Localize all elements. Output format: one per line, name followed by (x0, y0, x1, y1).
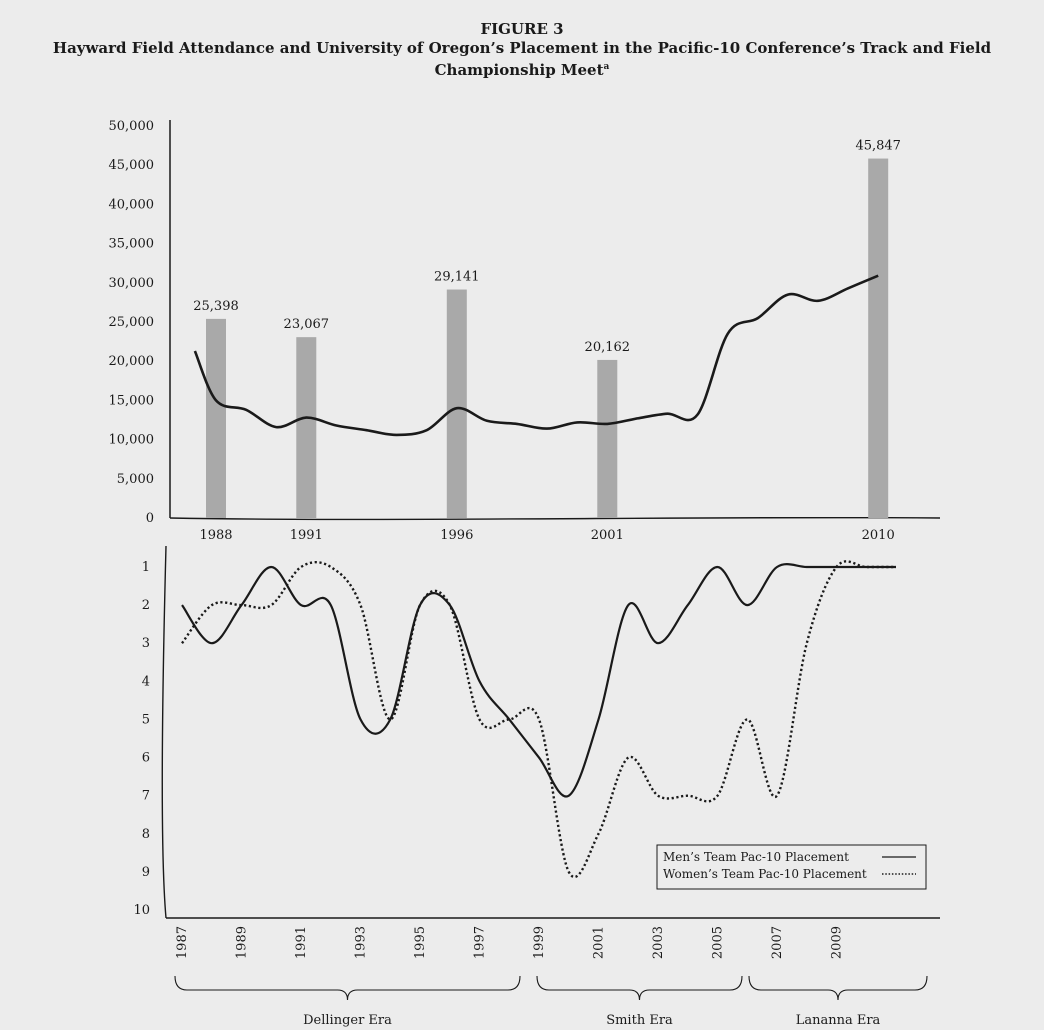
legend-box (656, 844, 927, 890)
y-tick-label: 30,000 (109, 276, 155, 291)
x-tick-label: 1997 (473, 926, 488, 959)
x-axis-attendance (169, 516, 941, 521)
attendance-chart: 0 5,000 10,000 15,000 20,000 25,000 30,000 35,0… (109, 119, 941, 543)
era-brace (536, 975, 743, 1001)
x-tick-label: 1999 (532, 926, 547, 959)
y-tick-label: 2 (142, 598, 150, 613)
y-tick-label: 4 (142, 674, 150, 689)
x-tick-label: 1993 (354, 926, 369, 959)
y-tick-label: 8 (142, 827, 150, 842)
attendance-bar (597, 359, 618, 518)
y-tick-label: 10,000 (109, 433, 155, 448)
bar-data-label: 29,141 (434, 270, 480, 285)
y-tick-label: 5,000 (117, 472, 154, 487)
figure-number: FIGURE 3 (480, 20, 564, 38)
y-tick-label: 1 (142, 560, 150, 575)
y-tick-label: 40,000 (109, 197, 155, 212)
x-tick-label: 1988 (199, 528, 232, 543)
y-axis-placement (161, 545, 167, 919)
y-tick-label: 3 (142, 636, 150, 651)
x-axis-placement (165, 916, 941, 919)
y-tick-label: 35,000 (109, 237, 155, 252)
placement-chart: 1 2 3 4 5 6 7 8 9 10 1987 1989 1991 1993 1995 1997 1999 2… (133, 545, 941, 1028)
x-tick-label: 1987 (175, 926, 190, 959)
legend-entry: Women’s Team Pac-10 Placement (663, 867, 867, 881)
attendance-bar (206, 318, 226, 518)
x-tick-label: 1991 (290, 528, 323, 543)
y-tick-label: 20,000 (109, 354, 155, 369)
bar-data-label: 20,162 (585, 340, 631, 355)
attendance-bar (446, 289, 467, 518)
y-tick-label: 15,000 (109, 393, 155, 408)
attendance-bar (868, 158, 889, 519)
x-tick-label: 1989 (235, 926, 250, 959)
x-tick-label: 2010 (862, 528, 895, 543)
y-tick-label: 6 (142, 751, 150, 766)
era-brace (748, 975, 928, 1001)
y-tick-label: 50,000 (109, 119, 155, 134)
x-tick-label: 2007 (770, 926, 785, 959)
figure-heading: Hayward Field Attendance and University … (52, 39, 992, 79)
era-brace (174, 975, 521, 1001)
y-tick-label: 25,000 (109, 315, 155, 330)
bar-data-label: 45,847 (855, 139, 901, 154)
x-tick-label: 2009 (830, 926, 845, 959)
bar-data-label: 25,398 (193, 299, 239, 314)
era-label: Lananna Era (796, 1013, 881, 1028)
era-label: Smith Era (606, 1013, 673, 1028)
footnote-marker: a (603, 62, 610, 72)
x-tick-label: 1991 (294, 926, 309, 959)
bar-data-label: 23,067 (284, 317, 330, 332)
x-tick-label: 1995 (413, 926, 428, 959)
legend: Men’s Team Pac-10 Placement Women’s Team … (656, 844, 927, 890)
attendance-bar (296, 337, 317, 518)
era-label: Dellinger Era (303, 1013, 392, 1028)
womens-placement-line (181, 560, 896, 879)
y-tick-label: 10 (133, 903, 150, 918)
figure-title: FIGURE 3 Hayward Field Attendance and Un… (0, 20, 1044, 80)
y-tick-label: 7 (142, 789, 150, 804)
attendance-trend-line (193, 274, 879, 437)
y-tick-label: 9 (142, 865, 150, 880)
y-tick-label: 45,000 (109, 158, 155, 173)
mens-placement-line (181, 563, 896, 798)
x-tick-label: 1996 (440, 528, 473, 543)
y-tick-label: 0 (146, 511, 154, 526)
x-tick-label: 2001 (591, 528, 624, 543)
y-tick-label: 5 (142, 712, 150, 727)
x-tick-label: 2005 (711, 926, 726, 959)
x-tick-label: 2001 (592, 926, 607, 959)
x-tick-label: 2003 (651, 926, 666, 959)
legend-entry: Men’s Team Pac-10 Placement (663, 850, 849, 864)
